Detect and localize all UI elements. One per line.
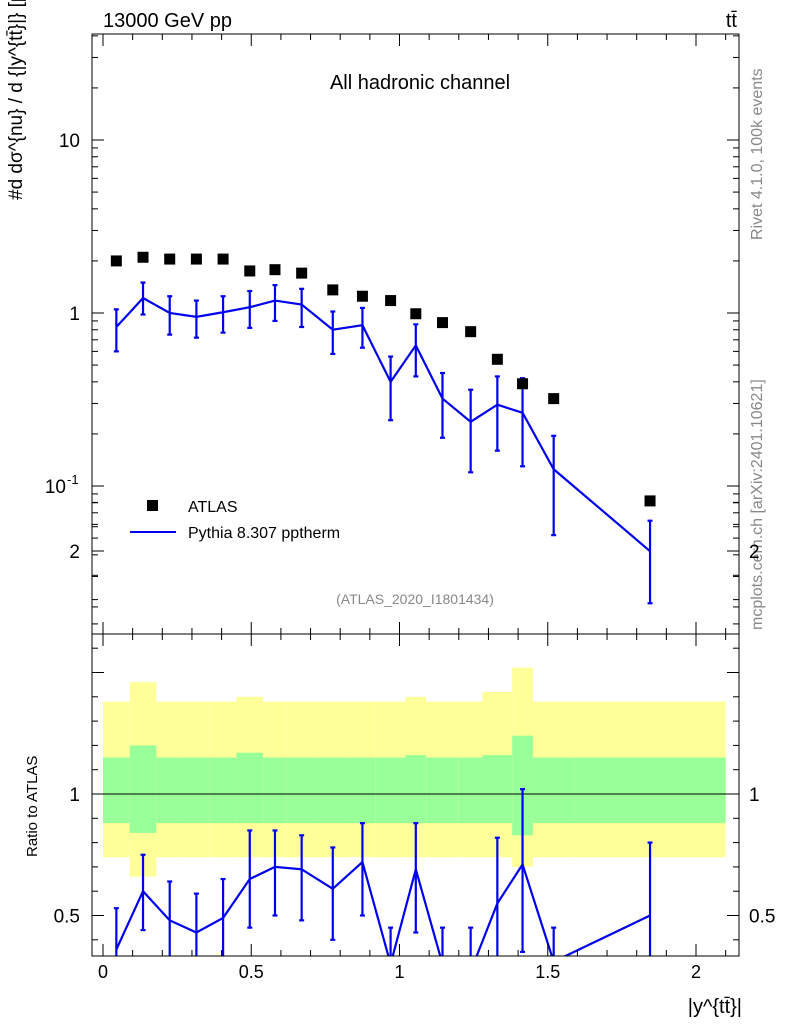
ratio-y-tick-label-left: 1 xyxy=(69,785,80,806)
pythia-line xyxy=(115,296,651,553)
atlas-marker xyxy=(269,264,281,276)
atlas-marker xyxy=(644,495,656,507)
main-ylabel: #d dσ^{nu} / d {|y^{tt̄}|} [pb] xyxy=(6,0,27,200)
chart-title: All hadronic channel xyxy=(330,72,510,94)
green-band-bin xyxy=(532,757,575,824)
green-band-bin xyxy=(375,757,406,824)
green-band-bin xyxy=(574,757,726,824)
atlas-marker xyxy=(190,253,202,265)
green-band-bin xyxy=(156,757,184,824)
ratio-pythia-line xyxy=(115,860,651,956)
green-band-bin xyxy=(426,757,459,824)
green-band-bin xyxy=(286,757,317,824)
atlas-marker xyxy=(436,317,448,329)
green-band-bin xyxy=(482,755,513,824)
atlas-marker xyxy=(296,267,308,279)
green-band-bin xyxy=(183,757,210,824)
y-tick-label: 10 xyxy=(45,477,66,498)
green-band-bin xyxy=(349,757,376,824)
y-tick-label: 10 xyxy=(59,131,80,152)
x-tick-label: 0 xyxy=(98,962,108,982)
x-axis-label: |y^{tt̄}| xyxy=(688,996,742,1018)
ratio-y-tick-label-left: 2 xyxy=(69,542,80,563)
y-tick-label-exponent: -1 xyxy=(67,472,79,487)
main-layer xyxy=(110,251,656,605)
x-tick-label: 1.5 xyxy=(535,962,560,982)
atlas-marker xyxy=(491,353,503,365)
atlas-marker xyxy=(164,253,176,265)
green-band-bin xyxy=(405,755,427,824)
atlas-marker xyxy=(517,378,529,390)
x-tick-label: 1 xyxy=(394,962,404,982)
atlas-marker xyxy=(327,284,339,296)
legend: ATLAS Pythia 8.307 pptherm xyxy=(130,499,340,542)
x-tick-label: 2 xyxy=(691,962,701,982)
green-band-bin xyxy=(129,745,157,833)
energy-label: 13000 GeV pp xyxy=(103,10,232,32)
legend-atlas-marker xyxy=(147,500,158,511)
ratio-y-tick-label-left: 0.5 xyxy=(54,907,80,928)
ratio-y-tick-label-right: 1 xyxy=(749,785,760,806)
atlas-marker xyxy=(217,253,229,265)
green-band-bin xyxy=(263,757,287,824)
legend-atlas-label: ATLAS xyxy=(188,499,238,516)
atlas-marker xyxy=(548,393,560,405)
ratio-frame xyxy=(91,633,740,957)
analysis-tag: (ATLAS_2020_I1801434) xyxy=(336,591,494,607)
x-tick-label: 0.5 xyxy=(239,962,264,982)
rivet-label: Rivet 4.1.0, 100k events xyxy=(749,68,766,240)
atlas-marker xyxy=(410,308,422,320)
y-tick-label: 1 xyxy=(69,304,80,325)
green-band-bin xyxy=(316,757,350,824)
atlas-marker xyxy=(110,255,122,267)
ratio-layer xyxy=(113,788,653,956)
atlas-marker xyxy=(244,265,256,277)
green-band-bin xyxy=(236,752,264,824)
green-band-bin xyxy=(103,757,130,824)
process-label: tt̄ xyxy=(726,10,738,32)
green-band-bin xyxy=(209,757,237,824)
ratio-y-tick-label-right: 2 xyxy=(749,542,760,563)
ratio-y-tick-label-right: 0.5 xyxy=(749,907,775,928)
ratio-uncertainty-bands xyxy=(92,667,739,877)
green-band-bin xyxy=(458,757,483,824)
atlas-marker xyxy=(385,295,397,307)
mcplots-label: mcplots.cern.ch [arXiv:2401.10621] xyxy=(749,379,766,630)
atlas-marker xyxy=(137,251,149,263)
atlas-marker xyxy=(465,326,477,338)
green-band-bin xyxy=(512,735,533,836)
ratio-ylabel: Ratio to ATLAS xyxy=(24,756,41,857)
atlas-marker xyxy=(356,290,368,302)
legend-pythia-label: Pythia 8.307 pptherm xyxy=(188,525,340,542)
